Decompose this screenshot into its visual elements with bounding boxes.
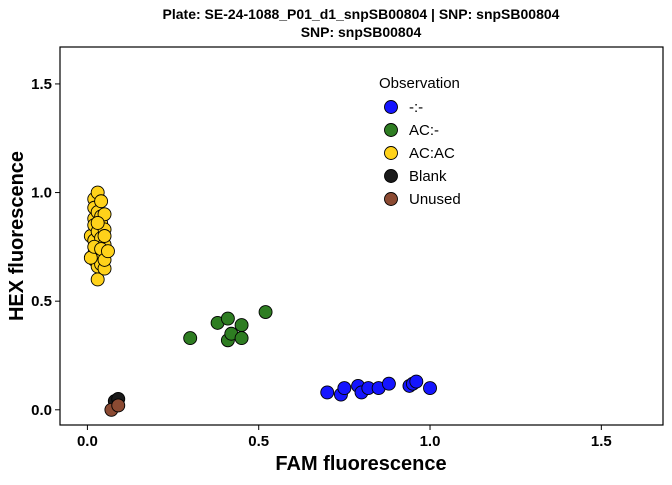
point-ac (258, 305, 273, 319)
point-neg (337, 381, 352, 396)
y-tick-label: 1.0 (31, 185, 52, 202)
x-tick-label: 0.5 (248, 433, 269, 450)
x-axis-title: FAM fluorescence (275, 453, 446, 475)
point-ac-ac (90, 216, 105, 230)
legend: Observation -:- AC:- AC:AC Blank Unused (379, 75, 461, 208)
data-points (83, 185, 437, 417)
point-ac (183, 331, 198, 346)
legend-key-ac-ac (384, 146, 398, 160)
legend-key-neg (384, 100, 398, 114)
point-ac (234, 318, 249, 333)
chart-title-line1: Plate: SE-24-1088_P01_d1_snpSB00804 | SN… (163, 6, 560, 22)
point-ac-ac (97, 229, 112, 243)
y-axis-ticks: 0.0 0.5 1.0 1.5 (31, 76, 60, 419)
legend-label-neg: -:- (409, 99, 423, 116)
legend-key-blank (384, 169, 398, 183)
point-ac (234, 331, 249, 346)
x-tick-label: 1.0 (420, 433, 441, 450)
point-ac (220, 311, 235, 326)
chart-title-line2: SNP: snpSB00804 (301, 24, 422, 40)
x-axis-ticks: 0.0 0.5 1.0 1.5 (77, 425, 612, 450)
legend-label-ac-ac: AC:AC (409, 145, 455, 162)
y-axis-title: HEX fluorescence (6, 151, 28, 321)
x-tick-label: 0.0 (77, 433, 98, 450)
point-ac-ac (101, 244, 115, 259)
y-tick-label: 1.5 (31, 76, 52, 93)
x-tick-label: 1.5 (591, 433, 612, 450)
legend-key-ac (384, 123, 398, 137)
legend-key-unused (384, 192, 398, 206)
point-ac-ac (90, 272, 105, 287)
y-tick-label: 0.0 (31, 402, 52, 419)
legend-label-blank: Blank (409, 168, 447, 185)
point-ac-ac (94, 194, 109, 209)
y-tick-label: 0.5 (31, 293, 52, 310)
legend-label-unused: Unused (409, 191, 461, 208)
point-neg (320, 385, 335, 400)
point-neg (409, 374, 424, 389)
plot-panel (59, 46, 664, 426)
point-neg (381, 376, 396, 391)
legend-label-ac: AC:- (409, 122, 439, 139)
point-neg (423, 381, 437, 396)
point-unused (111, 398, 126, 413)
legend-title: Observation (379, 75, 460, 92)
